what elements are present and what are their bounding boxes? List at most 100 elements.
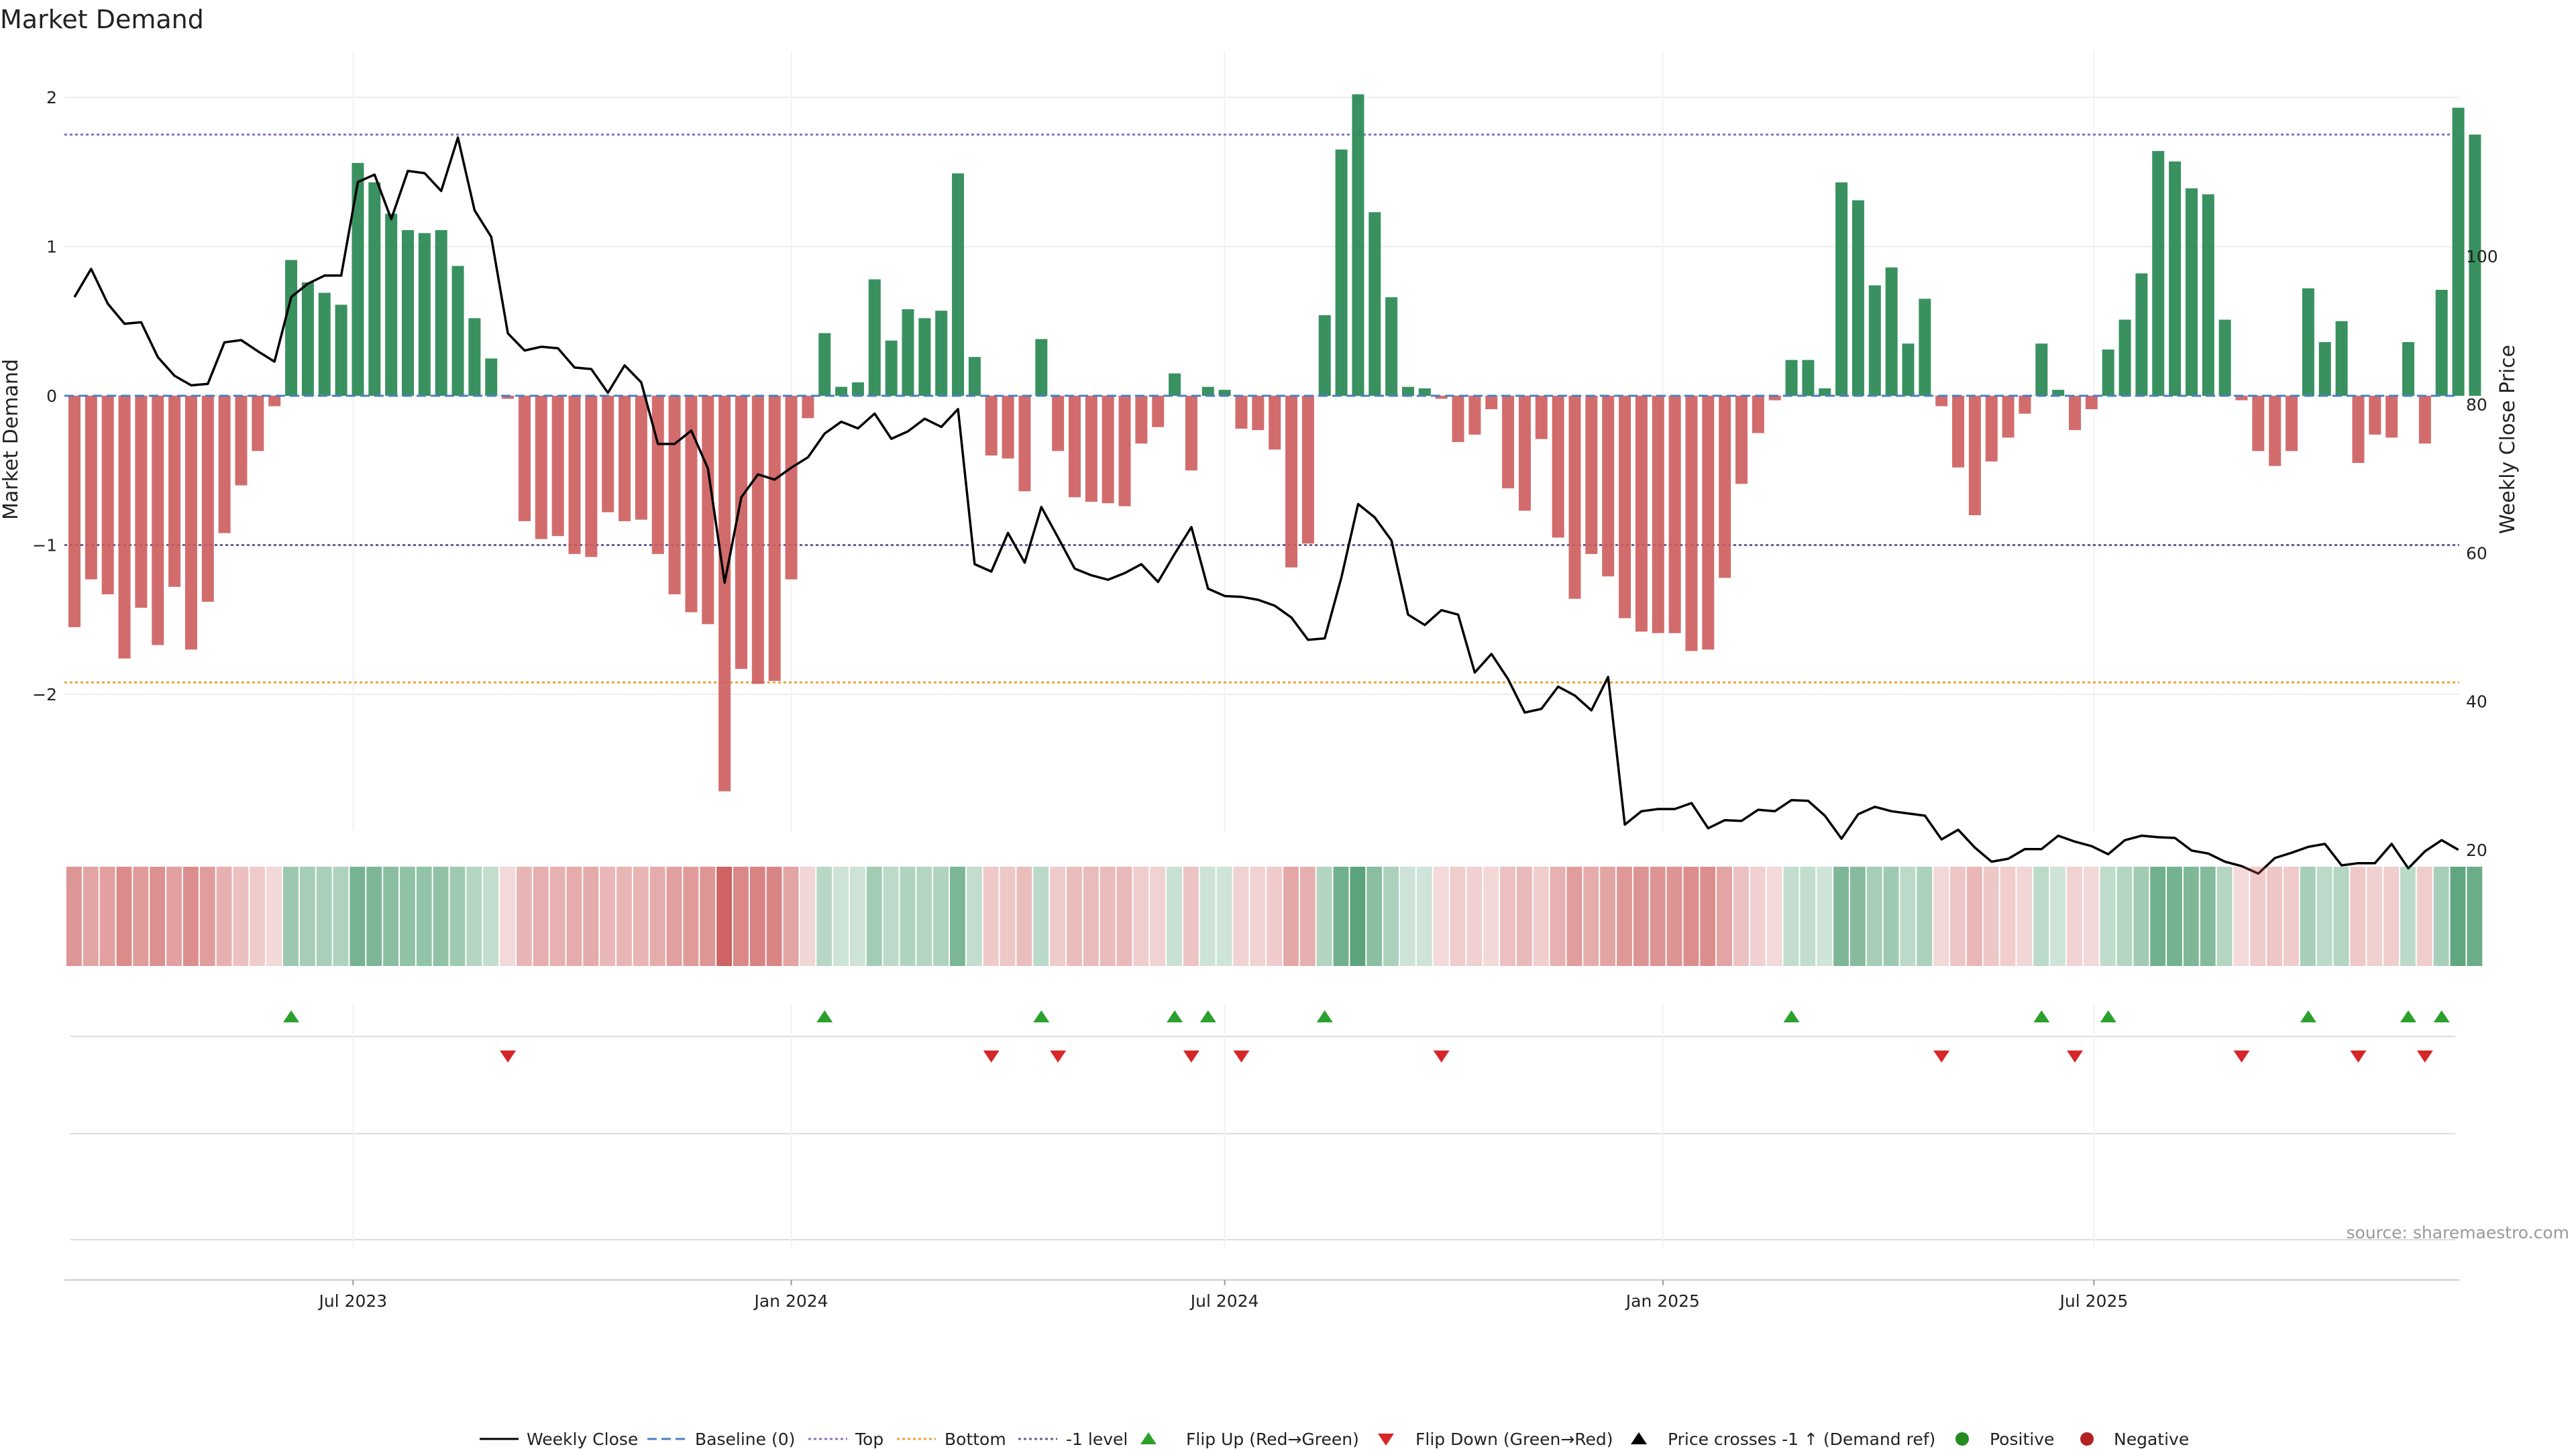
demand-bar: [85, 396, 97, 580]
heat-cell: [2133, 867, 2149, 966]
heat-cell: [1600, 867, 1616, 966]
heat-cell: [2167, 867, 2182, 966]
heat-cell: [766, 867, 782, 966]
heat-cell: [2216, 867, 2233, 966]
demand-bar: [1485, 396, 1498, 410]
heat-cell: [1283, 867, 1299, 966]
demand-bar: [68, 396, 80, 627]
heat-cell: [1900, 867, 1916, 966]
heat-cell: [933, 867, 949, 966]
heat-cell: [2467, 867, 2483, 966]
heat-cell: [500, 867, 515, 966]
demand-bar: [385, 213, 398, 396]
right-tick-label: 20: [2466, 841, 2487, 860]
demand-bar: [952, 173, 965, 396]
heat-cell: [2284, 867, 2299, 966]
heat-cell: [333, 867, 349, 966]
heat-cell: [1333, 867, 1349, 966]
heat-cell: [1267, 867, 1283, 966]
demand-bar: [435, 230, 447, 396]
right-tick-label: 80: [2466, 395, 2487, 415]
demand-bar: [318, 292, 331, 396]
demand-bar: [2369, 396, 2381, 435]
heat-cell: [366, 867, 382, 966]
heat-cell: [433, 867, 449, 966]
heat-cell: [2033, 867, 2049, 966]
demand-bar: [1018, 396, 1031, 492]
heat-cell: [1516, 867, 1532, 966]
demand-bar: [1735, 396, 1748, 484]
demand-bar: [468, 318, 481, 396]
legend-flip-up: Flip Up (Red→Green): [1186, 1430, 1359, 1449]
left-tick-label: 0: [46, 386, 57, 406]
heat-cell: [1416, 867, 1432, 966]
heat-cell: [1717, 867, 1732, 966]
heat-cell: [549, 867, 566, 966]
demand-bar: [668, 396, 681, 594]
legend-flip-up-swatch: [1140, 1432, 1157, 1444]
demand-bar: [418, 233, 431, 396]
legend-price-cross: Price crosses -1 ↑ (Demand ref): [1668, 1430, 1935, 1449]
legend-negative: Negative: [2114, 1430, 2189, 1449]
demand-bar: [551, 396, 564, 537]
demand-bar: [568, 396, 581, 554]
heat-cell: [1617, 867, 1632, 966]
demand-bar: [1719, 396, 1731, 578]
x-tick-label: Jan 2024: [753, 1291, 828, 1311]
flip-down-marker: [1933, 1051, 1950, 1063]
heat-cell: [1167, 867, 1182, 966]
legend-bottom: Bottom: [945, 1430, 1006, 1449]
demand-bar: [1835, 182, 1848, 396]
demand-bar: [1568, 396, 1581, 599]
right-tick-label: 40: [2466, 692, 2487, 712]
demand-bar: [2469, 134, 2481, 396]
demand-bar: [1218, 390, 1231, 396]
demand-bar: [1169, 373, 1181, 396]
demand-bar: [2052, 390, 2065, 396]
main-panel-grid: [64, 50, 2459, 830]
heat-cell: [1633, 867, 1649, 966]
heat-cell: [1817, 867, 1833, 966]
heat-cell: [383, 867, 398, 966]
heat-cell: [2250, 867, 2266, 966]
heat-cell: [99, 867, 115, 966]
demand-bar: [1135, 396, 1148, 444]
flip-up-marker: [1783, 1010, 1800, 1022]
demand-bar: [1468, 396, 1481, 435]
demand-bar: [918, 318, 931, 396]
legend-price-cross-swatch: [1631, 1432, 1647, 1444]
flip-down-marker: [1433, 1051, 1450, 1063]
heat-cell: [1583, 867, 1599, 966]
demand-bars: [64, 94, 2481, 792]
demand-bar: [352, 162, 364, 396]
right-tick-label: 60: [2466, 543, 2487, 563]
heat-cell: [900, 867, 916, 966]
demand-bar: [101, 396, 114, 594]
heat-cell: [966, 867, 982, 966]
heat-cell: [316, 867, 332, 966]
demand-bar: [1002, 396, 1014, 459]
heat-cell: [2350, 867, 2366, 966]
heat-cell: [1033, 867, 1049, 966]
demand-bar: [2318, 341, 2331, 396]
demand-bar: [268, 396, 281, 407]
demand-bar: [335, 305, 347, 396]
heat-cell: [1866, 867, 1882, 966]
right-axis-label: Weekly Close Price: [2496, 345, 2520, 534]
demand-bar: [2169, 161, 2182, 396]
heat-cell: [1683, 867, 1699, 966]
demand-bar: [1602, 396, 1615, 577]
demand-bar: [1102, 396, 1114, 504]
heat-cell: [1183, 867, 1199, 966]
flip-down-marker: [1183, 1051, 1199, 1063]
demand-bar: [2335, 321, 2348, 396]
heat-cell: [666, 867, 682, 966]
demand-bar: [602, 396, 614, 513]
demand-bar: [835, 386, 848, 396]
heat-cell: [1099, 867, 1116, 966]
demand-bar: [1952, 396, 1965, 468]
demand-bar: [2085, 396, 2098, 410]
demand-bar: [1402, 386, 1414, 396]
demand-bar: [702, 396, 714, 625]
demand-bar: [301, 282, 314, 396]
